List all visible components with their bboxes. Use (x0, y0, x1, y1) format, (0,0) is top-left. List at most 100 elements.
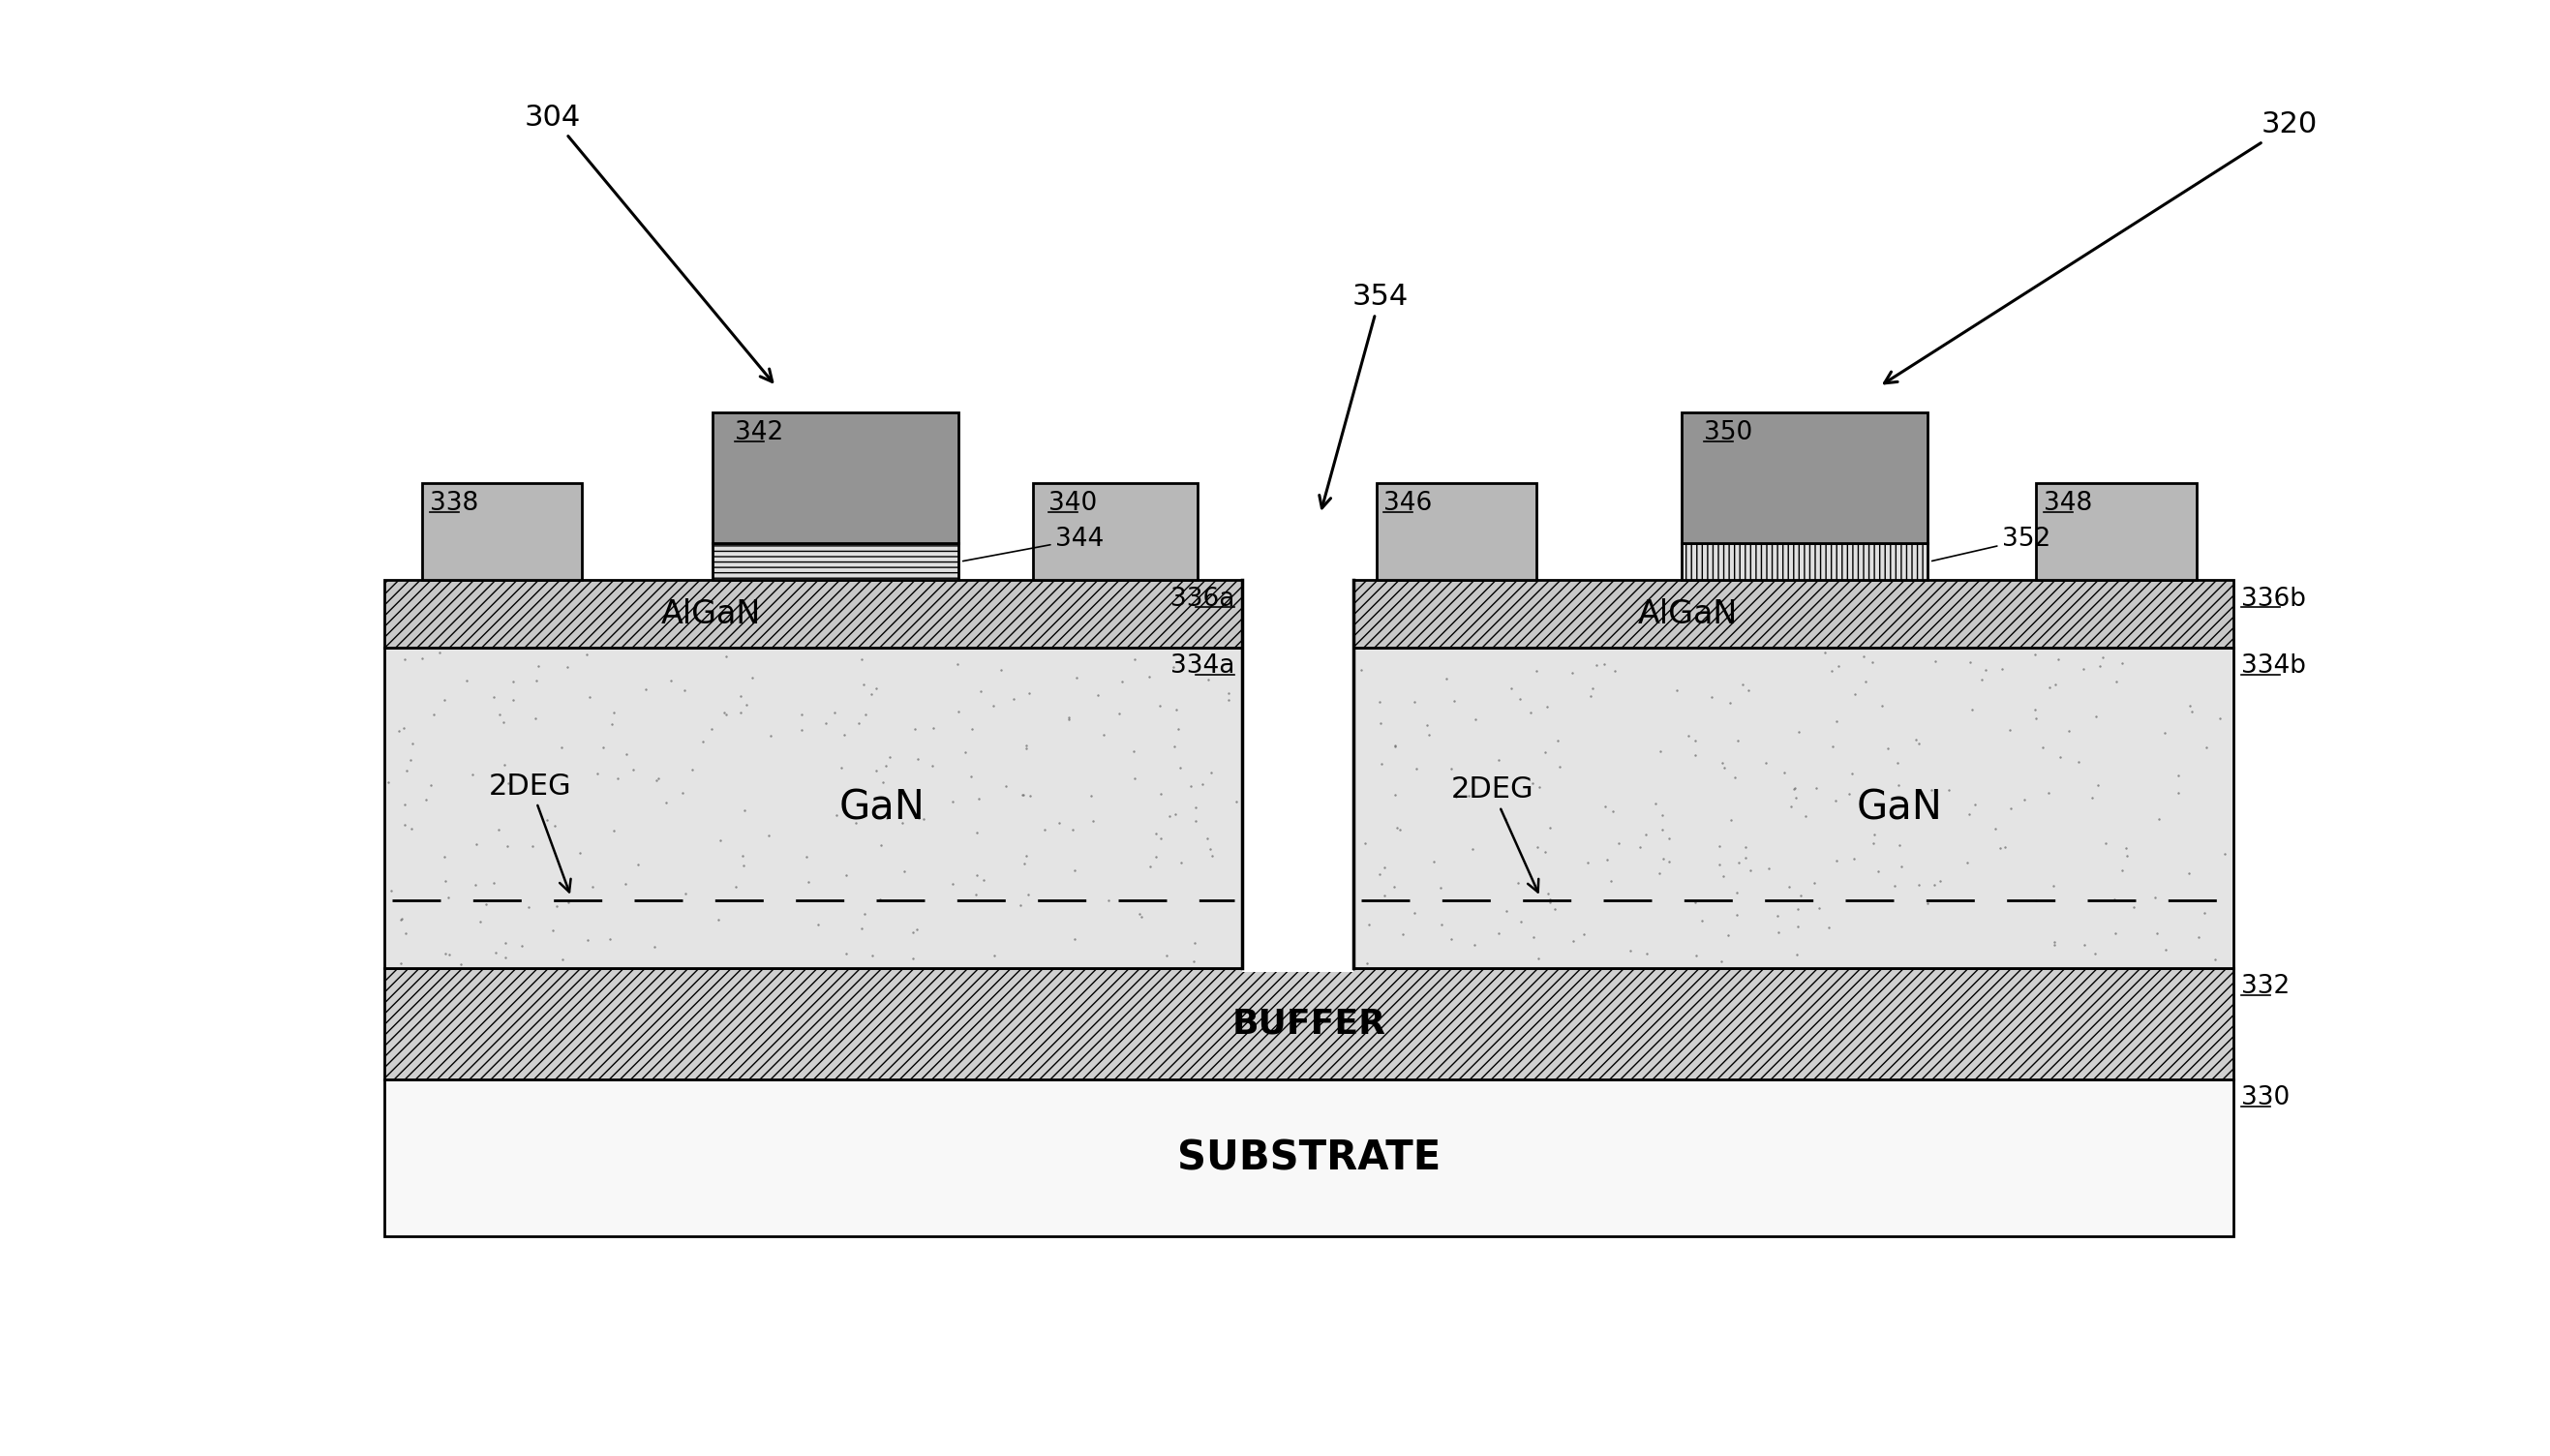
Point (1813, 409, 1854, 432)
Point (1808, 916, 1849, 939)
Point (566, 927, 607, 951)
Point (1640, 862, 1680, 885)
Point (923, 513, 964, 536)
Point (523, 556, 564, 579)
Point (1520, 776, 1561, 799)
Point (1140, 695, 1181, 718)
Point (1002, 783, 1043, 807)
Point (898, 460, 938, 483)
Point (1841, 469, 1882, 492)
Point (1915, 874, 1956, 897)
Point (1438, 501, 1479, 524)
Point (913, 716, 954, 740)
Point (2050, 504, 2091, 527)
Point (2145, 939, 2185, 962)
Point (1856, 508, 1897, 531)
Point (1413, 515, 1454, 539)
Point (870, 745, 910, 769)
Point (790, 499, 831, 523)
Point (785, 844, 826, 868)
Point (1550, 661, 1591, 684)
Point (859, 887, 900, 910)
Point (1902, 409, 1943, 432)
Point (1719, 495, 1759, 518)
Point (1395, 479, 1436, 502)
Text: 354: 354 (1318, 282, 1408, 508)
Text: 348: 348 (2043, 491, 2091, 515)
Point (385, 812, 426, 836)
Point (1053, 818, 1094, 842)
Point (1020, 524, 1061, 547)
Point (1849, 515, 1890, 539)
Point (1155, 734, 1196, 757)
Text: 352: 352 (1933, 527, 2050, 561)
Point (385, 648, 426, 671)
Point (921, 473, 961, 496)
Point (931, 459, 972, 482)
Point (1344, 831, 1385, 855)
Point (1132, 496, 1173, 520)
Point (839, 467, 880, 491)
Point (1762, 511, 1803, 534)
Point (1627, 942, 1668, 965)
Point (834, 811, 875, 834)
Point (1155, 699, 1196, 722)
Point (885, 441, 926, 464)
Point (1494, 558, 1535, 581)
Point (1573, 677, 1614, 700)
Point (1135, 844, 1176, 868)
Point (2063, 933, 2104, 957)
Point (1576, 654, 1617, 677)
Point (1780, 884, 1821, 907)
Point (956, 863, 997, 887)
Point (530, 536, 571, 559)
Point (2086, 831, 2127, 855)
Point (872, 472, 913, 495)
Point (390, 817, 431, 840)
Point (699, 424, 739, 447)
Point (773, 492, 813, 515)
Point (959, 788, 1000, 811)
Point (727, 693, 768, 716)
Point (801, 491, 842, 514)
Point (714, 875, 755, 898)
Point (892, 920, 933, 943)
Point (1374, 875, 1415, 898)
Point (663, 678, 704, 702)
Point (1527, 695, 1568, 718)
Point (1007, 737, 1048, 760)
Point (482, 561, 523, 584)
Point (1530, 888, 1571, 911)
Point (1160, 529, 1201, 552)
Point (1374, 734, 1415, 757)
Point (446, 668, 487, 692)
Point (1193, 642, 1234, 665)
Point (1795, 871, 1836, 894)
Point (1372, 547, 1413, 571)
Point (546, 492, 587, 515)
Point (1053, 859, 1094, 882)
Point (1209, 681, 1250, 705)
Point (2157, 764, 2198, 788)
Point (645, 791, 686, 814)
Point (1841, 472, 1882, 495)
Point (2150, 510, 2190, 533)
Point (479, 818, 520, 842)
Point (923, 469, 964, 492)
Point (1691, 686, 1731, 709)
Point (836, 792, 877, 815)
Point (1099, 529, 1140, 552)
Point (2157, 782, 2198, 805)
Point (844, 903, 885, 926)
Point (1364, 884, 1405, 907)
Point (528, 562, 569, 585)
Point (1907, 891, 1948, 914)
Point (1165, 479, 1206, 502)
Point (1989, 718, 2030, 741)
Point (1642, 804, 1683, 827)
Point (467, 893, 507, 916)
Point (1816, 789, 1856, 812)
Point (1714, 766, 1754, 789)
Point (895, 718, 936, 741)
Point (2178, 925, 2219, 948)
